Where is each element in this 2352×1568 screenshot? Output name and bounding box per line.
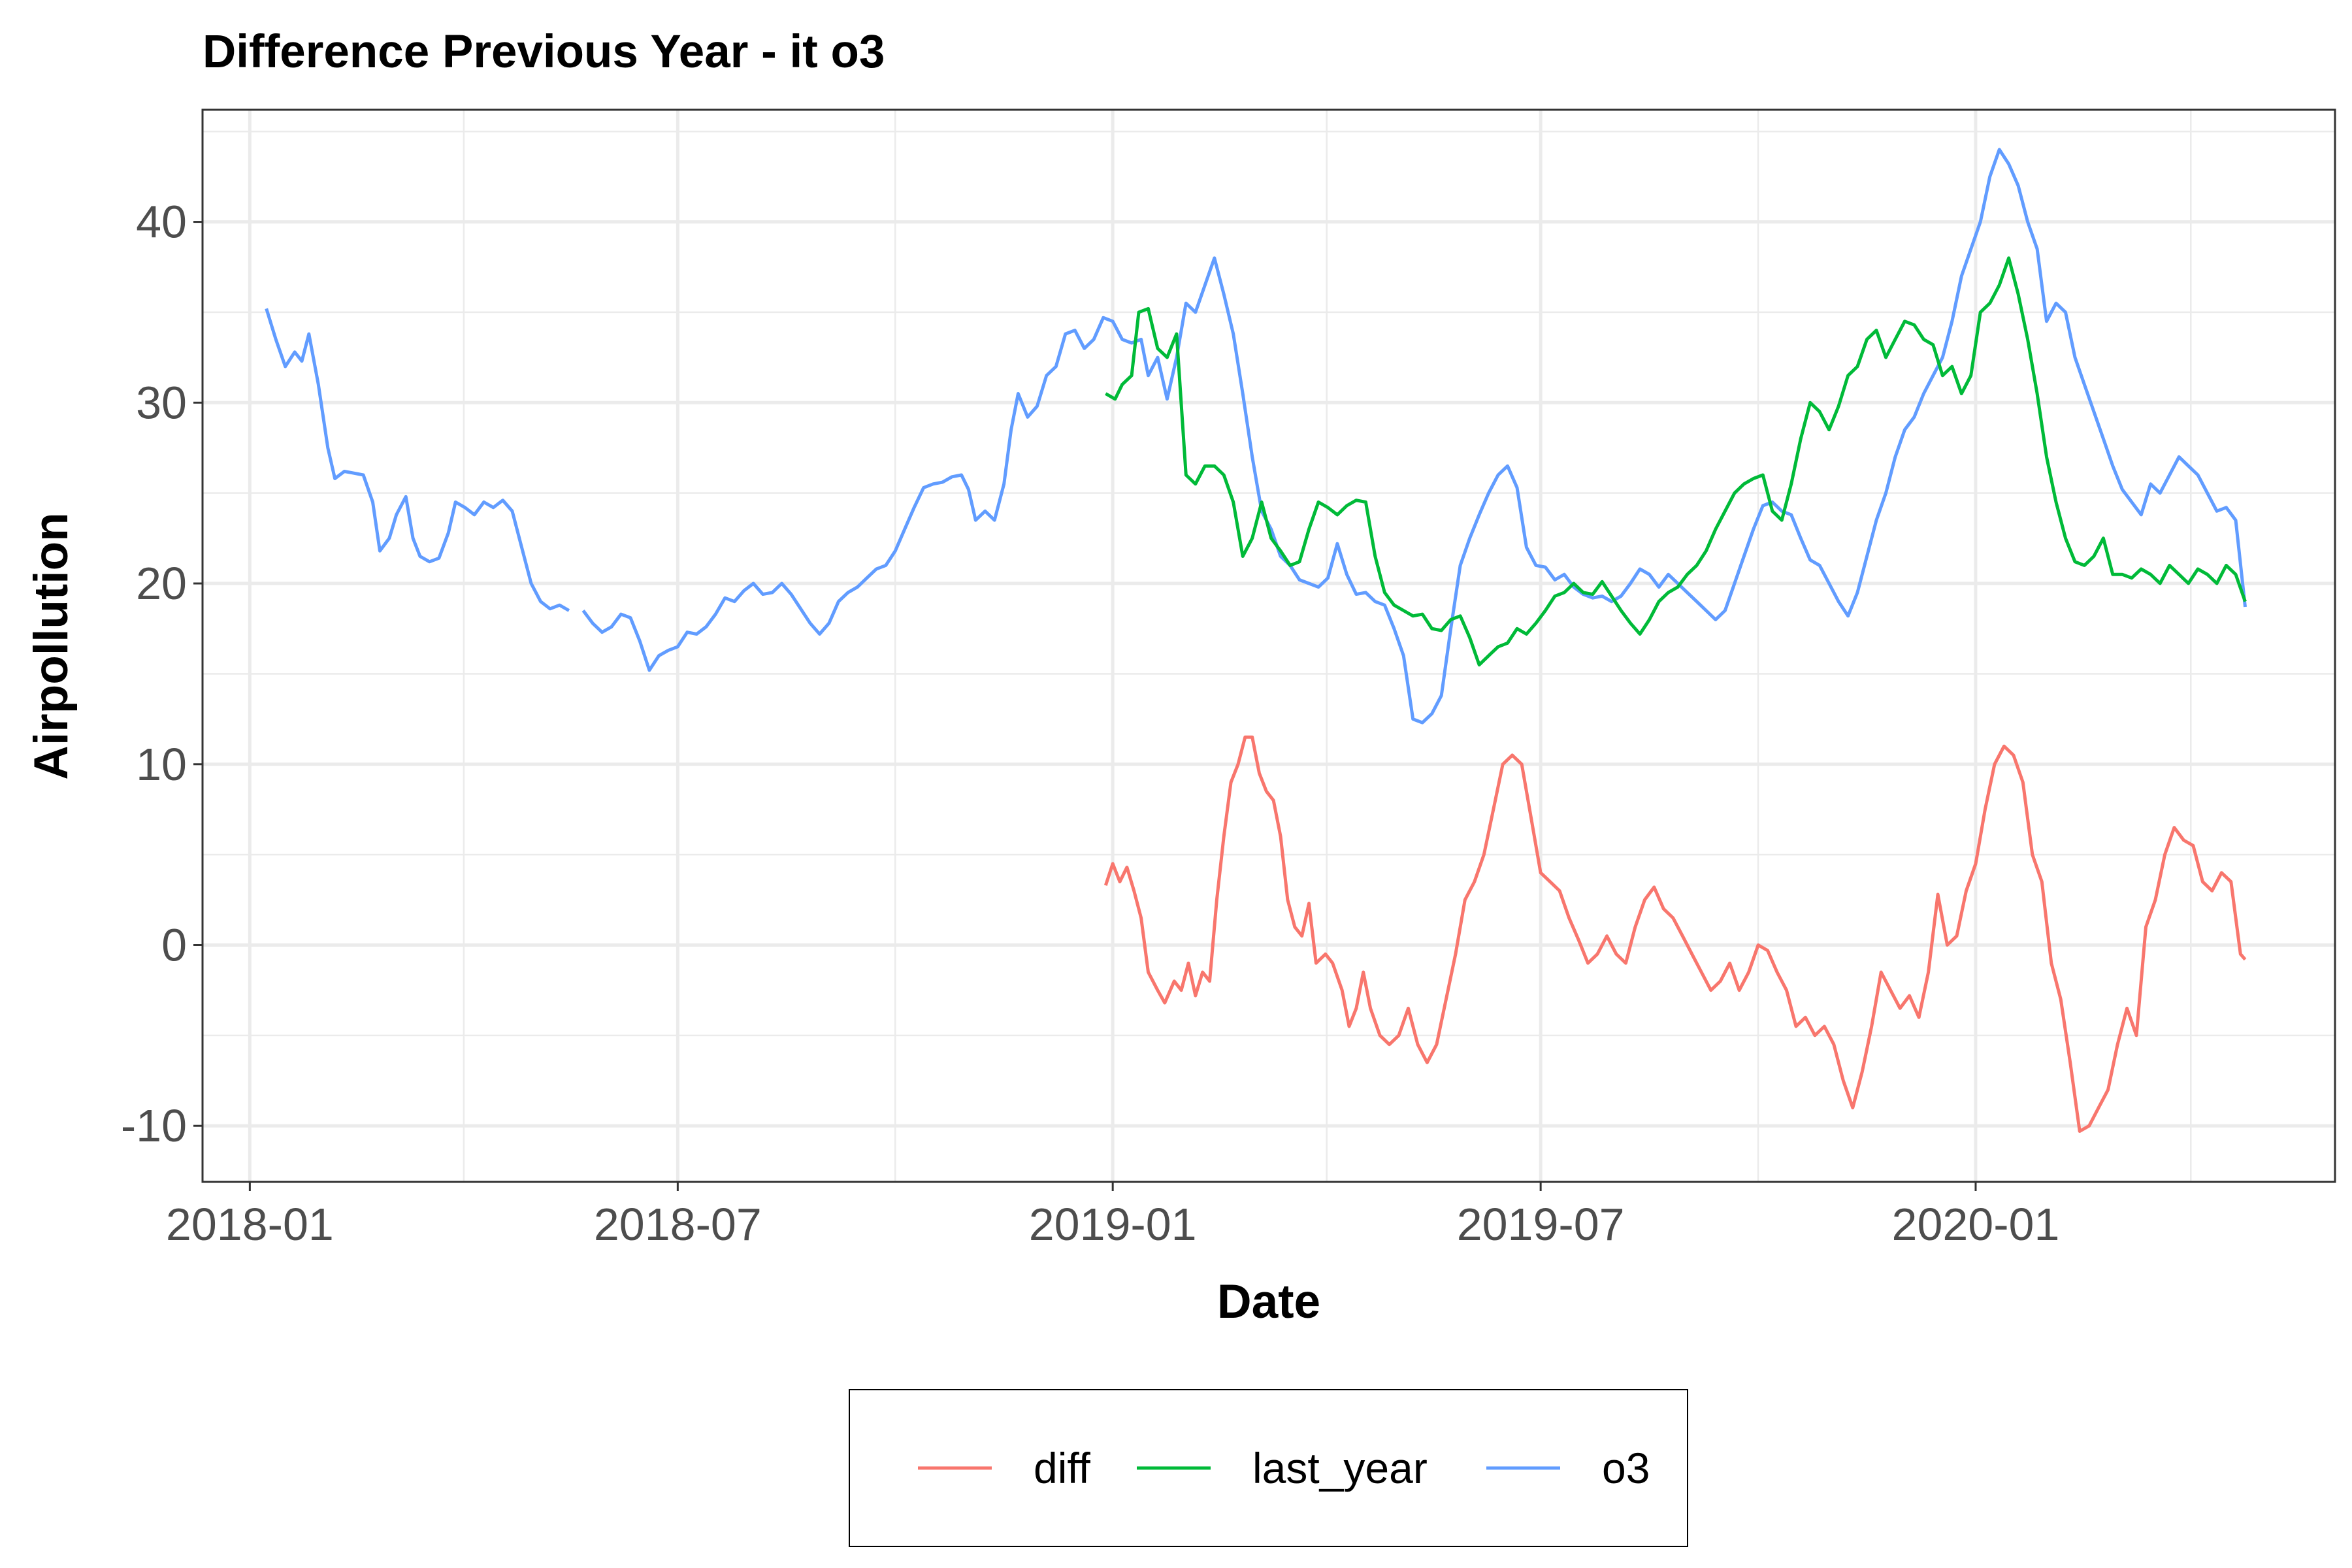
y-tick-label: 10 bbox=[136, 739, 187, 790]
x-tick-label: 2020-01 bbox=[1892, 1199, 2060, 1250]
x-tick-label: 2019-01 bbox=[1029, 1199, 1197, 1250]
y-tick-label: 20 bbox=[136, 558, 187, 609]
x-tick-label: 2019-07 bbox=[1457, 1199, 1625, 1250]
major-gridlines bbox=[203, 110, 2335, 1182]
legend-item-last_year: last_year bbox=[1137, 1444, 1428, 1492]
y-tick-label: -10 bbox=[121, 1100, 187, 1151]
y-axis: -10 0 10 20 30 40 bbox=[121, 197, 203, 1151]
x-axis-title: Date bbox=[1217, 1275, 1320, 1328]
series-layer bbox=[265, 148, 2247, 1133]
y-axis-title: Airpollution bbox=[25, 512, 78, 780]
y-tick-label: 40 bbox=[136, 197, 187, 248]
series-line-diff bbox=[1103, 735, 2247, 1133]
plot-panel-border bbox=[201, 108, 2336, 1183]
legend-item-diff: diff bbox=[918, 1444, 1091, 1492]
legend-item-o3: o3 bbox=[1486, 1444, 1650, 1492]
minor-gridlines bbox=[203, 110, 2335, 1182]
x-axis: 2018-01 2018-07 2019-01 2019-07 2020-01 bbox=[166, 1182, 2060, 1250]
y-tick-label: 0 bbox=[161, 919, 187, 970]
series-line-o3 bbox=[265, 148, 2247, 725]
legend: diff last_year o3 bbox=[849, 1389, 1688, 1547]
legend-label: last_year bbox=[1252, 1444, 1428, 1492]
legend-label: diff bbox=[1034, 1444, 1091, 1492]
y-tick-label: 30 bbox=[136, 377, 187, 428]
x-tick-label: 2018-07 bbox=[594, 1199, 762, 1250]
legend-label: o3 bbox=[1602, 1444, 1650, 1492]
series-line-last_year bbox=[1105, 256, 2247, 667]
chart-title: Difference Previous Year - it o3 bbox=[203, 26, 885, 78]
x-tick-label: 2018-01 bbox=[166, 1199, 334, 1250]
